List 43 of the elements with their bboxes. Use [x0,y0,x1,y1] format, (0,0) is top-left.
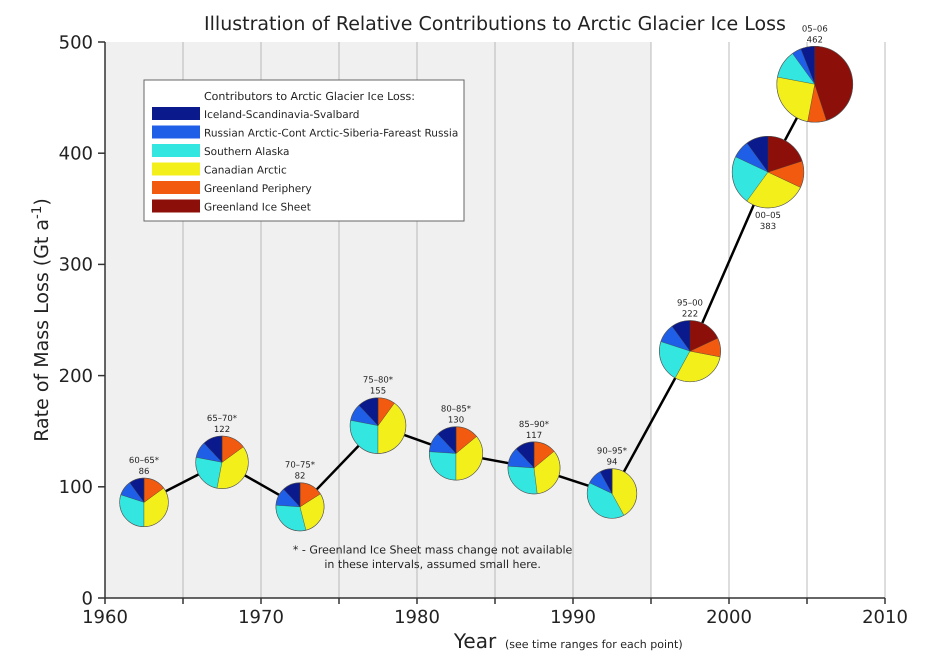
y-tick-label: 200 [58,366,93,387]
annotation: 155 [370,386,386,397]
annotation: 94 [606,458,618,468]
legend-label: Iceland-Scandinavia-Svalbard [204,109,360,121]
annotation: 86 [138,467,150,478]
x-tick-label: 1980 [394,607,440,628]
x-tick-label: 1960 [82,607,128,628]
annotation: 65–70* [206,414,238,424]
legend-title: Contributors to Arctic Glacier Ice Loss: [204,90,415,103]
x-tick-label: 2010 [862,607,908,628]
annotation: 85–90* [518,420,550,430]
annotation: 117 [526,430,542,441]
legend-label: Russian Arctic-Cont Arctic-Siberia-Fareast Russia [204,128,458,140]
annotation: 130 [448,416,464,426]
y-tick-label: 0 [82,588,93,610]
legend-label: Canadian Arctic [204,164,287,176]
chart-title: Illustration of Relative Contributions to Arctic Glacier Ice Loss [204,13,786,35]
y-tick-label: 100 [58,477,93,498]
legend-label: Southern Alaska [204,146,290,158]
annotation: 80–85* [440,404,472,415]
annotation: 122 [214,425,230,436]
y-tick-label: 400 [58,144,93,164]
y-tick-label: 500 [58,32,93,54]
y-tick-label: 300 [58,254,93,276]
annotation: 462 [806,35,823,46]
annotation: 70–75* [284,460,316,471]
text: (see time ranges for each point) [505,638,683,651]
legend-label: Greenland Periphery [204,183,312,195]
annotation: 82 [294,472,306,482]
annotation: 60–65* [128,456,160,466]
annotation: 90–95* [596,446,628,457]
annotation: * - Greenland Ice Sheet mass change not available in these intervals, assumed small here. [292,544,573,571]
legend-label: Greenland Ice Sheet [204,202,311,214]
annotation: 222 [682,310,698,320]
x-tick-label: 2000 [706,607,752,628]
x-axis-title: Year [452,629,497,653]
text: 05–06 [802,24,828,34]
x-tick-label: 1970 [238,607,284,628]
annotation: 383 [760,222,776,232]
x-tick-label: 1990 [550,607,596,628]
annotation: 75–80* [362,376,394,386]
annotation: 95–00 [677,298,703,308]
annotation: 00–05 [755,210,781,221]
